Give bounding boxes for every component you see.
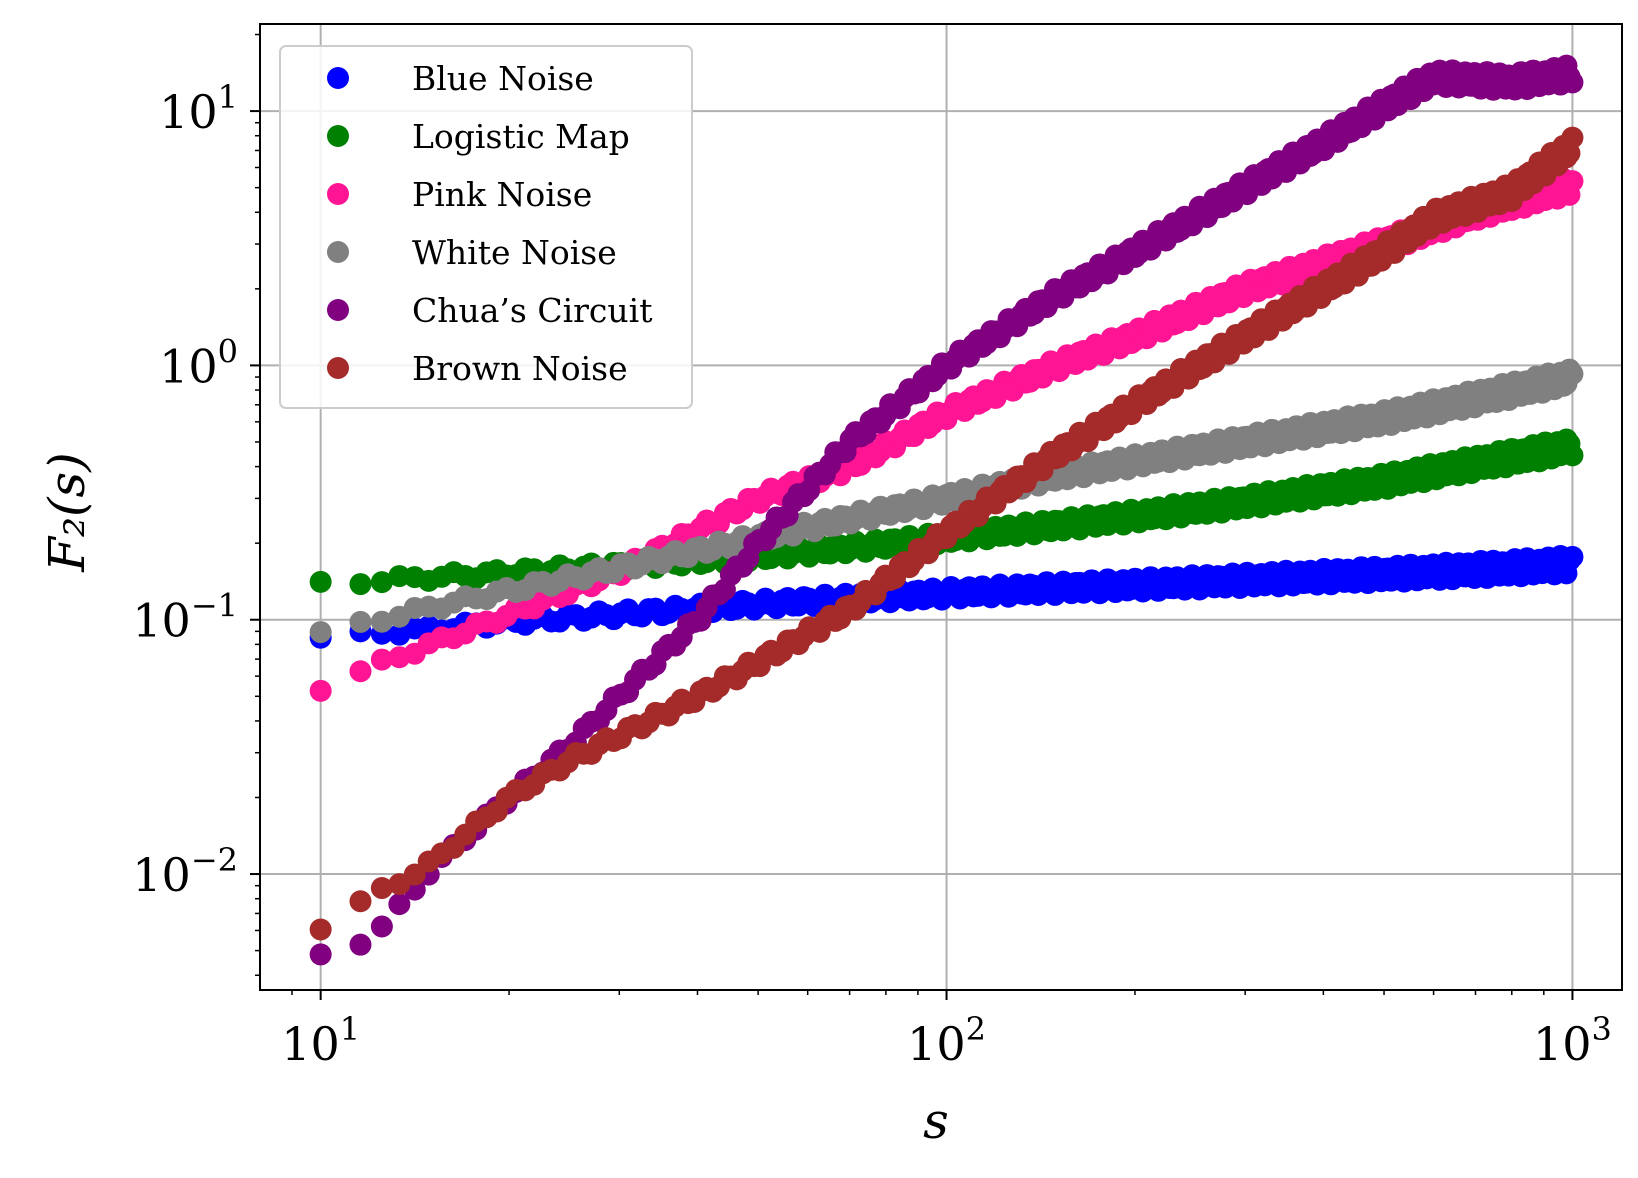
legend-marker: [327, 125, 349, 147]
x-tick-labels: 101 102 103: [281, 1010, 1612, 1071]
data-series: [309, 54, 1584, 966]
legend-marker: [327, 183, 349, 205]
legend: Blue Noise Logistic Map Pink Noise White No…: [279, 45, 693, 409]
axes-frame: [259, 23, 1623, 991]
data-point: [1561, 71, 1584, 94]
legend-item: Logistic Map: [327, 117, 630, 156]
data-point: [349, 610, 372, 633]
legend-label: Pink Noise: [412, 175, 592, 214]
data-point: [1561, 545, 1584, 568]
legend-item: Pink Noise: [327, 175, 592, 214]
data-point: [309, 679, 332, 702]
data-point: [349, 660, 372, 683]
data-point: [370, 877, 393, 900]
legend-box: [279, 45, 693, 409]
data-point: [309, 570, 332, 593]
legend-item: White Noise: [327, 233, 617, 272]
legend-label: Logistic Map: [412, 117, 630, 156]
series-brown-noise: [309, 126, 1584, 941]
data-point: [403, 863, 426, 886]
series-white-noise: [309, 358, 1584, 644]
data-point: [1561, 362, 1584, 385]
y-tick-label: 101: [159, 78, 238, 139]
data-point: [370, 610, 393, 633]
data-point: [1561, 170, 1584, 193]
data-point: [349, 573, 372, 596]
data-point: [309, 918, 332, 941]
data-point: [370, 571, 393, 594]
y-axis-title: F₂(s): [38, 452, 96, 572]
data-point: [1561, 444, 1584, 467]
y-tick-labels: 10−2 10−1 100 101: [132, 78, 238, 902]
major-ticks: [250, 110, 1574, 1000]
legend-label: Chua’s Circuit: [412, 291, 652, 330]
x-axis-title: s: [923, 1092, 949, 1150]
legend-items: Blue Noise Logistic Map Pink Noise White No…: [327, 59, 652, 388]
legend-label: Brown Noise: [412, 349, 628, 388]
legend-item: Brown Noise: [327, 349, 628, 388]
legend-label: Blue Noise: [412, 59, 594, 98]
legend-marker: [327, 357, 349, 379]
data-point: [309, 943, 332, 966]
y-tick-label: 10−2: [132, 841, 238, 902]
legend-marker: [327, 299, 349, 321]
legend-item: Blue Noise: [327, 59, 594, 98]
data-point: [349, 933, 372, 956]
legend-marker: [327, 241, 349, 263]
data-point: [309, 621, 332, 644]
legend-item: Chua’s Circuit: [327, 291, 652, 330]
legend-marker: [327, 67, 349, 89]
data-point: [1561, 126, 1584, 149]
data-point: [370, 915, 393, 938]
x-tick-label: 103: [1533, 1010, 1612, 1071]
x-tick-label: 101: [281, 1010, 360, 1071]
x-tick-label: 102: [907, 1010, 986, 1071]
data-point: [370, 648, 393, 671]
y-tick-label: 100: [159, 332, 238, 393]
y-tick-label: 10−1: [132, 587, 238, 648]
legend-label: White Noise: [412, 233, 617, 272]
data-point: [388, 893, 411, 916]
data-point: [349, 890, 372, 913]
